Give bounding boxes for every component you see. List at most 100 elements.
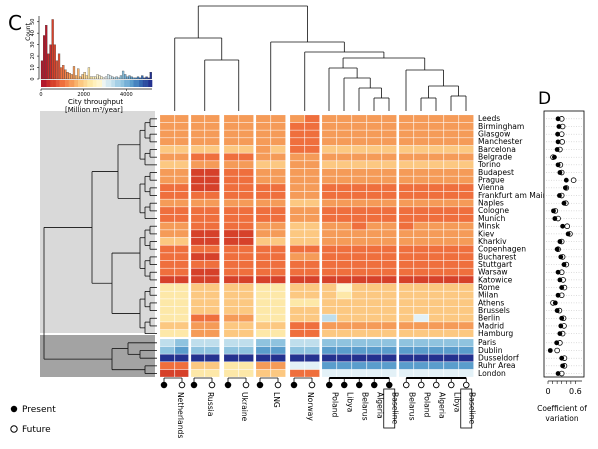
heatmap-cell (255, 168, 271, 177)
heatmap-cell (159, 160, 175, 169)
heatmap-cell (321, 229, 337, 238)
histogram-bar (53, 44, 56, 80)
heatmap-cell (381, 191, 397, 200)
row-label: Vienna (478, 183, 504, 192)
heatmap-cell (321, 153, 337, 161)
heatmap-cell (458, 298, 474, 307)
heatmap-cell (223, 229, 239, 238)
heatmap-cell (366, 168, 382, 177)
heatmap-cell (336, 252, 352, 261)
heatmap-cell (366, 275, 382, 284)
heatmap-cell (458, 346, 474, 355)
heatmap-cell (204, 176, 220, 184)
heatmap-cell (204, 354, 220, 362)
heatmap-cell (413, 214, 429, 223)
heatmap-cell (321, 298, 337, 307)
color-key-segment (150, 80, 153, 87)
heatmap-cell (159, 354, 175, 362)
histogram-y-tick-label: 0 (30, 77, 36, 80)
heatmap-cell (381, 237, 397, 246)
heatmap-cell (381, 206, 397, 215)
heatmap-cell (458, 275, 474, 284)
heatmap-cell (413, 137, 429, 146)
histogram-bar (113, 77, 116, 80)
heatmap-cell (189, 222, 205, 230)
heatmap-cell (223, 160, 239, 169)
heatmap-cell (458, 260, 474, 269)
column-label: Poland (422, 392, 431, 418)
heatmap-cell (336, 260, 352, 269)
heatmap-cell (238, 183, 254, 192)
heatmap-cell (270, 237, 286, 246)
heatmap-cell (351, 160, 367, 169)
heatmap-cell (428, 237, 444, 246)
heatmap-cell (366, 291, 382, 299)
heatmap-cell (321, 275, 337, 284)
heatmap-cell (189, 122, 205, 131)
heatmap-cell (398, 369, 414, 378)
heatmap-cell (204, 245, 220, 253)
heatmap-cell (351, 338, 367, 347)
heatmap-cell (270, 338, 286, 347)
heatmap-cell (304, 260, 320, 269)
heatmap-cell (223, 314, 239, 322)
heatmap-cell (304, 329, 320, 338)
color-key-segment (148, 80, 151, 87)
heatmap-cell (189, 214, 205, 223)
heatmap-cell (174, 369, 190, 378)
color-key-segment (135, 80, 138, 87)
heatmap-cell (443, 160, 459, 169)
baseline-box (460, 388, 473, 429)
heatmap-cell (413, 306, 429, 315)
color-key-segment (111, 80, 114, 87)
heatmap-cell (321, 168, 337, 177)
heatmap-cell (413, 183, 429, 192)
color-key-segment (107, 80, 110, 87)
color-key-segment (98, 80, 101, 87)
histogram-x-label-line1: City throughput (68, 98, 123, 106)
heatmap-cell (223, 183, 239, 192)
heatmap-cell (398, 168, 414, 177)
color-key-segment (53, 80, 57, 87)
histogram-bar (141, 75, 144, 80)
heatmap-cell (413, 346, 429, 355)
heatmap-cell (413, 145, 429, 154)
present-future-markers (160, 377, 470, 389)
heatmap-cell (428, 191, 444, 200)
heatmap-cell (398, 145, 414, 154)
row-label: Budapest (478, 168, 514, 177)
heatmap-cell (289, 199, 305, 207)
column-label: Algeria (437, 392, 446, 419)
cv-present-point (554, 340, 560, 346)
heatmap-cell (159, 183, 175, 192)
histogram-bar (83, 72, 86, 80)
heatmap-cell (189, 199, 205, 207)
heatmap-cell (351, 199, 367, 207)
heatmap-cell (321, 206, 337, 215)
histogram-bar (111, 76, 114, 80)
heatmap-cell (189, 329, 205, 338)
row-label: Leeds (478, 114, 500, 123)
heatmap-cell (321, 222, 337, 230)
heatmap-cell (366, 214, 382, 223)
heatmap-cell (304, 237, 320, 246)
row-labels: LeedsBirminghamGlasgowManchesterBarcelon… (477, 114, 548, 378)
row-label: Minsk (478, 222, 500, 231)
heatmap-cell (204, 168, 220, 177)
heatmap-cell (223, 306, 239, 315)
histogram-bar (64, 69, 67, 80)
heatmap-cell (336, 229, 352, 238)
heatmap-cell (336, 369, 352, 378)
cv-present-point (563, 177, 569, 183)
color-key-segment (144, 80, 147, 87)
heatmap-cell (304, 321, 320, 330)
heatmap-cell (351, 369, 367, 378)
column-label: Libya (345, 392, 354, 412)
heatmap-cell (321, 122, 337, 131)
heatmap-cell (174, 222, 190, 230)
heatmap-cell (413, 168, 429, 177)
heatmap-cell (255, 176, 271, 184)
heatmap-cell (351, 298, 367, 307)
heatmap-cell (366, 206, 382, 215)
heatmap-cell (255, 153, 271, 161)
